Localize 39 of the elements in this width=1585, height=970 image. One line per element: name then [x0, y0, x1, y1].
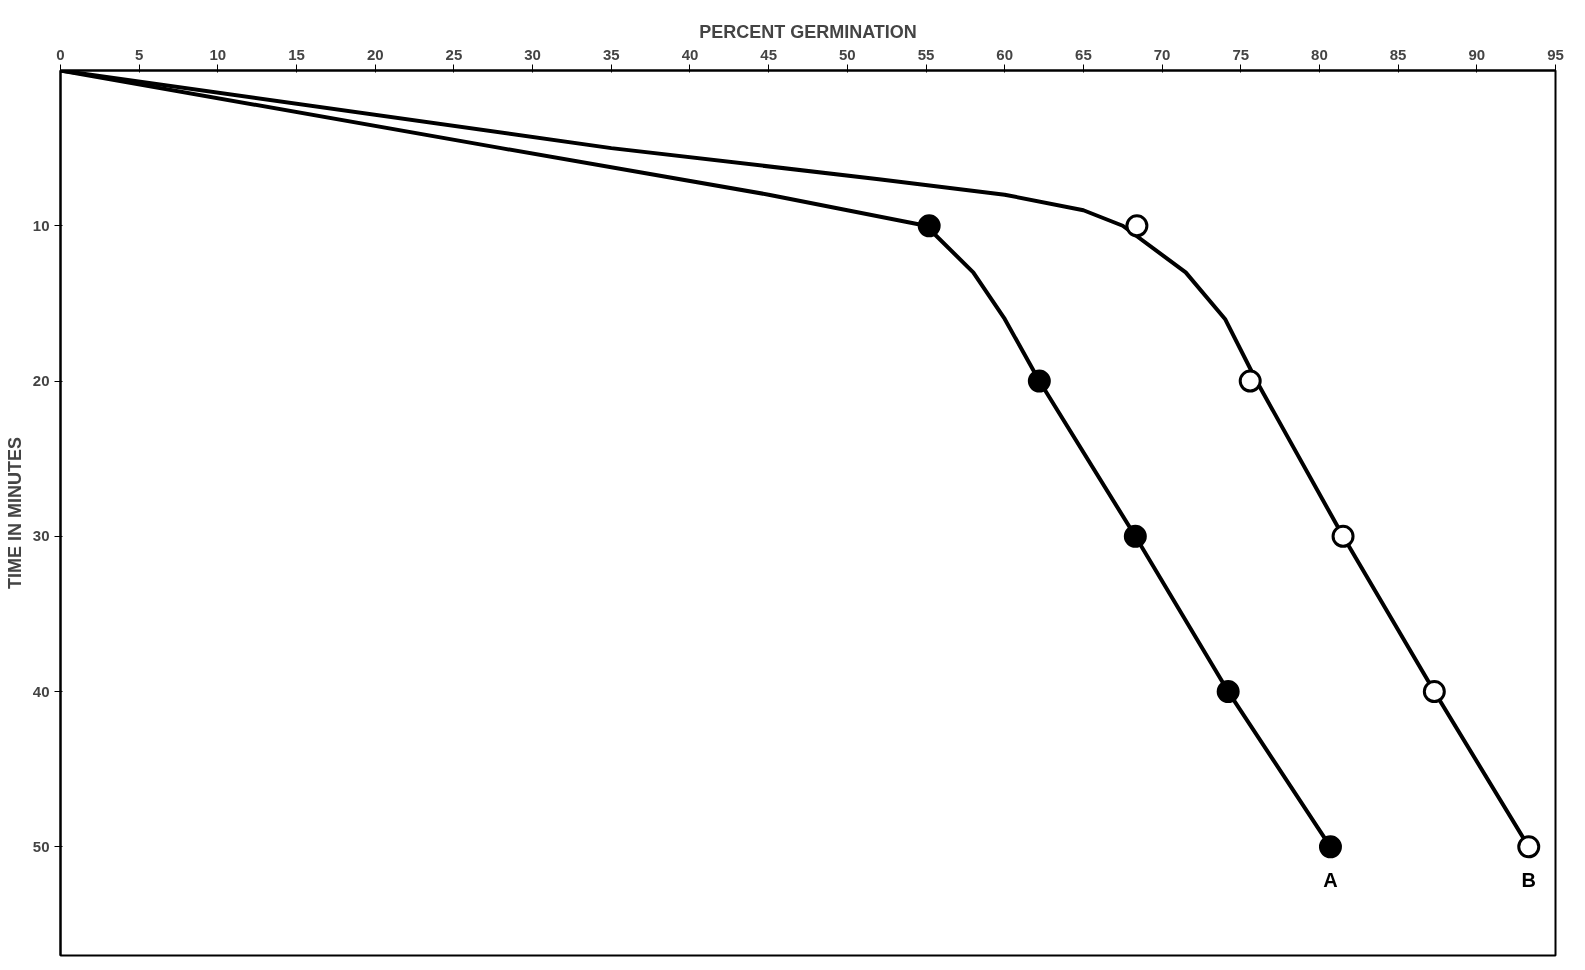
x-tick-label: 70	[1153, 45, 1171, 63]
y-tick-label: 40	[32, 682, 50, 700]
x-tick-label: 5	[135, 45, 144, 63]
point	[1422, 680, 1446, 704]
x-tick-label: 0	[56, 45, 65, 63]
x-tick-label: 10	[209, 45, 227, 63]
x-tick-label: 80	[1311, 45, 1328, 63]
x-tick-label: 25	[445, 45, 463, 63]
y-tick-label: 30	[32, 527, 50, 545]
x-tick-label: 75	[1232, 45, 1250, 63]
x-tick-label: 50	[839, 45, 856, 63]
x-tick-label: 45	[760, 45, 777, 63]
series-label: B	[1521, 868, 1536, 891]
point	[1318, 835, 1342, 859]
y-tick-label: 50	[32, 837, 50, 855]
x-tick-label: 55	[917, 45, 935, 63]
x-tick-label: 85	[1389, 45, 1407, 63]
point	[1238, 369, 1262, 393]
y-tick-label: 20	[32, 372, 50, 390]
y-tick-label: 10	[32, 216, 50, 234]
point	[1123, 524, 1147, 548]
x-tick-label: 15	[288, 45, 305, 63]
series-label: A	[1323, 868, 1338, 891]
x-tick-label: 60	[996, 45, 1014, 63]
x-tick-label: 40	[681, 45, 699, 63]
y-axis-title: TIME IN MINUTES	[4, 437, 25, 589]
x-axis-title: PERCENT GERMINATION	[699, 21, 917, 42]
x-tick-label: 65	[1075, 45, 1092, 63]
x-tick-label: 35	[602, 45, 620, 63]
x-tick-label: 90	[1468, 45, 1486, 63]
point	[917, 214, 941, 238]
point	[1331, 524, 1355, 548]
point	[1027, 369, 1051, 393]
point	[1216, 680, 1240, 704]
x-tick-label: 95	[1547, 45, 1564, 63]
point	[1517, 835, 1541, 859]
x-tick-label: 30	[524, 45, 541, 63]
x-tick-label: 20	[366, 45, 384, 63]
point	[1125, 214, 1149, 238]
